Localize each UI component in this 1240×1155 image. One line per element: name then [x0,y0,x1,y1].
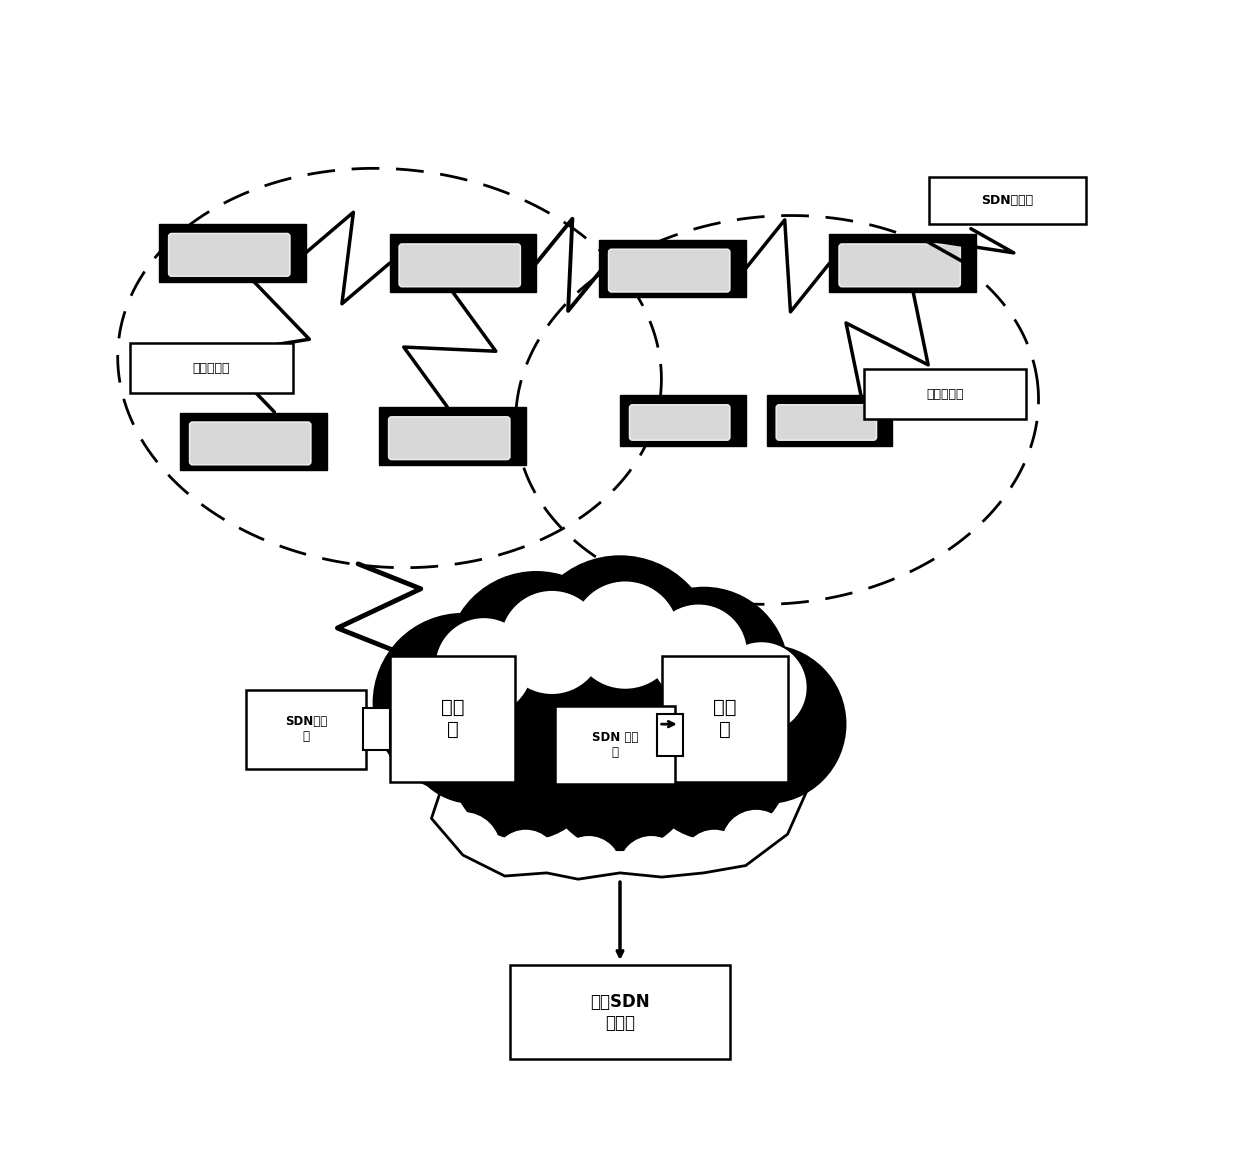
Text: 无人机集群: 无人机集群 [192,362,231,374]
FancyBboxPatch shape [554,706,675,784]
Circle shape [453,693,599,840]
Circle shape [573,583,677,687]
FancyBboxPatch shape [169,233,290,276]
Text: SDN 控制
器: SDN 控制 器 [591,731,637,759]
FancyBboxPatch shape [630,404,730,440]
FancyBboxPatch shape [839,244,961,286]
Circle shape [436,619,531,714]
Circle shape [448,572,625,751]
FancyBboxPatch shape [863,370,1025,419]
FancyBboxPatch shape [389,656,516,782]
FancyBboxPatch shape [662,656,787,782]
FancyBboxPatch shape [510,966,730,1059]
FancyBboxPatch shape [609,249,730,292]
Circle shape [620,588,787,755]
FancyBboxPatch shape [776,404,877,440]
Circle shape [651,605,745,700]
Circle shape [502,593,603,693]
Text: SDN控制
器: SDN控制 器 [285,715,327,744]
FancyBboxPatch shape [190,422,311,465]
Text: 地面
站: 地面 站 [440,699,464,739]
Circle shape [620,837,683,900]
Text: 地面
站: 地面 站 [713,699,737,739]
Circle shape [557,837,620,900]
FancyBboxPatch shape [929,177,1086,224]
Circle shape [427,813,500,887]
FancyBboxPatch shape [830,234,976,292]
Circle shape [526,557,714,745]
FancyBboxPatch shape [399,244,521,286]
Circle shape [547,703,693,850]
Circle shape [718,643,806,731]
Circle shape [405,666,542,803]
Text: 无人机集群: 无人机集群 [926,388,963,401]
Circle shape [641,693,787,840]
FancyBboxPatch shape [246,690,366,769]
Circle shape [373,614,552,792]
FancyBboxPatch shape [130,343,293,393]
FancyBboxPatch shape [159,224,306,282]
FancyBboxPatch shape [379,408,526,465]
Polygon shape [410,714,808,879]
FancyBboxPatch shape [180,412,326,470]
FancyBboxPatch shape [620,395,745,446]
Circle shape [688,646,846,803]
Circle shape [683,830,745,894]
Text: SDN控制器: SDN控制器 [982,194,1034,207]
Circle shape [495,830,557,894]
Text: 全网SDN
控制器: 全网SDN 控制器 [590,993,650,1031]
FancyBboxPatch shape [599,240,745,297]
FancyBboxPatch shape [388,417,510,460]
FancyBboxPatch shape [389,234,536,292]
FancyBboxPatch shape [657,714,683,755]
Circle shape [723,811,790,878]
FancyBboxPatch shape [766,395,893,446]
FancyBboxPatch shape [363,708,389,751]
